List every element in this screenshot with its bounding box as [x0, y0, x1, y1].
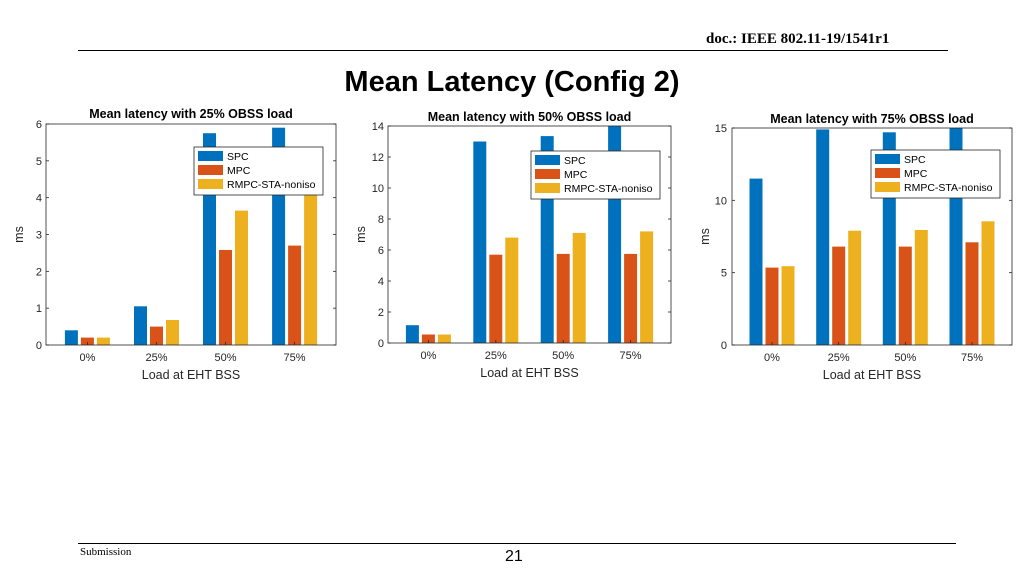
- x-tick-label: 0%: [420, 350, 436, 362]
- bar-spc-0pct: [749, 178, 763, 345]
- bar-rmpc-sta-noniso-25pct: [848, 230, 862, 345]
- bar-spc-25pct: [134, 306, 147, 345]
- bar-rmpc-sta-noniso-0pct: [96, 337, 110, 345]
- bar-rmpc-sta-noniso-25pct: [505, 237, 519, 343]
- y-tick-label: 6: [378, 245, 384, 257]
- y-tick-label: 5: [36, 156, 42, 168]
- y-tick-label: 4: [378, 276, 384, 288]
- document-id: doc.: IEEE 802.11-19/1541r1: [706, 31, 890, 47]
- x-tick-label: 25%: [145, 352, 167, 364]
- y-tick-label: 2: [36, 266, 42, 278]
- y-tick-label: 15: [715, 123, 727, 135]
- legend-label-spc: SPC: [564, 155, 586, 167]
- y-tick-label: 1: [36, 303, 42, 315]
- legend-swatch-mpc: [875, 168, 900, 178]
- y-tick-label: 12: [372, 152, 384, 164]
- y-tick-label: 3: [36, 230, 42, 242]
- y-tick-label: 10: [372, 183, 384, 195]
- legend-swatch-rmpc-sta-noniso: [198, 179, 223, 189]
- x-tick-label: 75%: [284, 352, 306, 364]
- footer-rule: [78, 543, 956, 544]
- bar-rmpc-sta-noniso-0pct: [437, 334, 451, 343]
- y-tick-label: 6: [36, 119, 42, 131]
- chart-title: Mean latency with 25% OBSS load: [89, 107, 293, 121]
- bar-mpc-75pct: [965, 242, 979, 345]
- y-tick-label: 2: [378, 307, 384, 319]
- bar-rmpc-sta-noniso-75pct: [304, 195, 318, 345]
- y-tick-label: 14: [372, 121, 384, 133]
- legend-swatch-mpc: [198, 165, 223, 175]
- bar-spc-25pct: [816, 129, 830, 345]
- x-tick-label: 0%: [764, 352, 780, 364]
- x-tick-label: 50%: [215, 352, 237, 364]
- chart-title: Mean latency with 75% OBSS load: [770, 112, 974, 126]
- legend-swatch-spc: [198, 151, 223, 161]
- y-tick-label: 8: [378, 214, 384, 226]
- bar-rmpc-sta-noniso-75pct: [640, 231, 654, 343]
- y-tick-label: 5: [721, 268, 727, 280]
- bar-mpc-25pct: [489, 254, 503, 343]
- legend-label-rmpc-sta-noniso: RMPC-STA-noniso: [227, 179, 316, 191]
- y-axis-label: ms: [698, 228, 712, 245]
- legend-swatch-rmpc-sta-noniso: [875, 182, 900, 192]
- y-tick-label: 0: [36, 340, 42, 352]
- bar-mpc-50pct: [556, 253, 570, 343]
- legend-label-rmpc-sta-noniso: RMPC-STA-noniso: [904, 182, 993, 194]
- x-axis-label: Load at EHT BSS: [480, 366, 578, 380]
- bar-rmpc-sta-noniso-50pct: [914, 230, 928, 345]
- y-axis-label: ms: [354, 226, 368, 243]
- bar-rmpc-sta-noniso-50pct: [572, 232, 586, 343]
- y-tick-label: 0: [378, 338, 384, 350]
- bar-mpc-0pct: [80, 337, 94, 345]
- x-tick-label: 50%: [894, 352, 916, 364]
- bar-rmpc-sta-noniso-75pct: [981, 221, 995, 345]
- x-tick-label: 25%: [485, 350, 507, 362]
- bar-mpc-0pct: [765, 267, 779, 345]
- slide-title: Mean Latency (Config 2): [344, 66, 680, 98]
- x-tick-label: 50%: [552, 350, 574, 362]
- bar-mpc-75pct: [624, 253, 638, 343]
- x-tick-label: 75%: [961, 352, 983, 364]
- legend-label-spc: SPC: [227, 151, 249, 163]
- plot-frame: [731, 127, 1013, 346]
- x-axis-label: Load at EHT BSS: [823, 368, 921, 382]
- legend-label-mpc: MPC: [904, 168, 928, 180]
- bar-rmpc-sta-noniso-0pct: [781, 266, 795, 345]
- legend-label-mpc: MPC: [564, 169, 588, 181]
- x-tick-label: 25%: [828, 352, 850, 364]
- legend-swatch-spc: [535, 155, 560, 165]
- y-tick-label: 0: [721, 340, 727, 352]
- bar-spc-25pct: [473, 141, 487, 343]
- bar-rmpc-sta-noniso-25pct: [166, 320, 179, 345]
- legend-label-rmpc-sta-noniso: RMPC-STA-noniso: [564, 183, 653, 195]
- bar-mpc-0pct: [421, 334, 435, 343]
- x-tick-label: 0%: [79, 352, 95, 364]
- legend-swatch-rmpc-sta-noniso: [535, 183, 560, 193]
- plot-frame: [387, 125, 672, 344]
- bar-mpc-50pct: [898, 246, 912, 345]
- bar-mpc-25pct: [150, 326, 163, 345]
- chart-title: Mean latency with 50% OBSS load: [428, 110, 632, 124]
- bar-spc-0pct: [405, 325, 419, 343]
- legend-swatch-spc: [875, 154, 900, 164]
- header-rule: [78, 50, 948, 51]
- footer-submission: Submission: [80, 546, 132, 558]
- legend-swatch-mpc: [535, 169, 560, 179]
- bar-spc-0pct: [64, 330, 78, 345]
- legend-label-spc: SPC: [904, 154, 926, 166]
- y-axis-label: ms: [12, 226, 26, 243]
- x-axis-label: Load at EHT BSS: [142, 368, 240, 382]
- bar-mpc-50pct: [219, 250, 232, 345]
- bar-rmpc-sta-noniso-50pct: [235, 210, 248, 345]
- y-tick-label: 10: [715, 195, 727, 207]
- y-tick-label: 4: [36, 193, 42, 205]
- page-number: 21: [505, 548, 523, 565]
- x-tick-label: 75%: [620, 350, 642, 362]
- legend-label-mpc: MPC: [227, 165, 251, 177]
- bar-mpc-75pct: [288, 245, 302, 345]
- bar-mpc-25pct: [832, 246, 846, 345]
